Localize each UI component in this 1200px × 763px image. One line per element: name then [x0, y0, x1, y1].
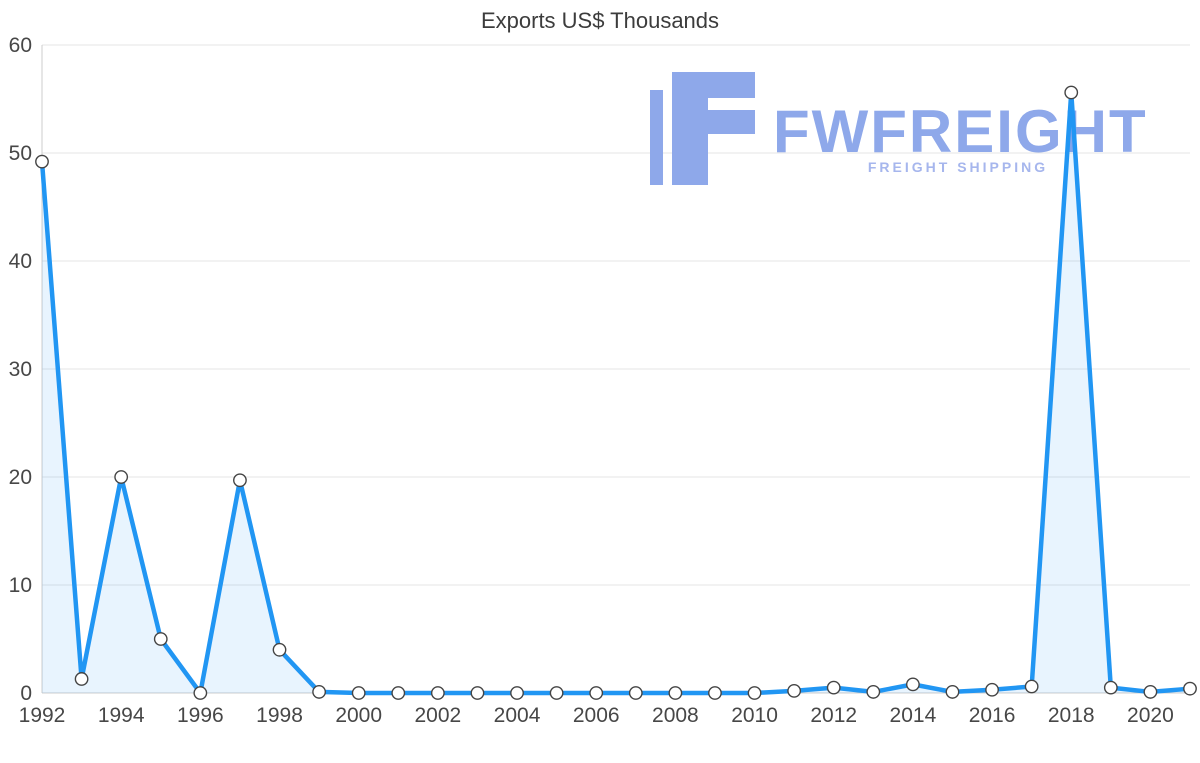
data-point-marker[interactable]	[866, 685, 881, 699]
data-point-marker[interactable]	[153, 632, 168, 646]
data-point-marker[interactable]	[985, 682, 999, 697]
x-tick-label: 2020	[1127, 704, 1174, 727]
x-tick-label: 1994	[98, 704, 145, 727]
y-tick-label: 0	[20, 682, 32, 705]
data-point-marker[interactable]	[74, 672, 89, 686]
chart-title: Exports US$ Thousands	[480, 8, 720, 33]
data-point-marker[interactable]	[549, 686, 564, 700]
data-point-marker[interactable]	[470, 686, 485, 700]
x-tick-label: 2010	[731, 704, 778, 727]
x-tick-label: 2016	[969, 704, 1016, 727]
series-layer	[35, 85, 1197, 700]
data-point-marker[interactable]	[589, 686, 604, 700]
axis-labels: 0 10 20 30 40 50 60 1992 1994 1996 1998 2000 2002 200…	[9, 34, 1174, 727]
x-tick-label: 2012	[810, 704, 857, 727]
x-tick-label: 2000	[335, 704, 382, 727]
x-tick-label: 2008	[652, 704, 699, 727]
data-point-marker[interactable]	[905, 677, 920, 692]
x-tick-label: 2018	[1048, 704, 1095, 727]
data-point-marker[interactable]	[945, 685, 960, 699]
data-point-marker[interactable]	[1064, 85, 1079, 100]
y-tick-label: 20	[9, 466, 32, 489]
x-tick-label: 2006	[573, 704, 620, 727]
data-point-marker[interactable]	[1024, 679, 1039, 694]
data-point-marker[interactable]	[114, 470, 129, 484]
brand-tagline: FREIGHT SHIPPING	[868, 159, 1048, 175]
data-point-marker[interactable]	[1143, 685, 1158, 699]
data-point-marker[interactable]	[826, 680, 841, 695]
data-point-marker[interactable]	[668, 686, 683, 700]
data-point-marker[interactable]	[708, 686, 722, 700]
brand-name: FWFREIGHT	[773, 98, 1148, 165]
y-tick-label: 50	[9, 142, 32, 165]
data-point-marker[interactable]	[312, 685, 327, 699]
x-tick-label: 1998	[256, 704, 303, 727]
y-tick-label: 60	[9, 34, 32, 57]
data-point-marker[interactable]	[787, 683, 802, 698]
x-tick-label: 2004	[494, 704, 541, 727]
data-point-marker[interactable]	[747, 686, 762, 700]
x-tick-label: 1996	[177, 704, 224, 727]
x-tick-label: 2002	[415, 704, 462, 727]
data-point-marker[interactable]	[430, 686, 445, 700]
brand-logo: FWFREIGHT FREIGHT SHIPPING	[650, 72, 1148, 185]
y-tick-label: 30	[9, 358, 32, 381]
y-tick-label: 40	[9, 250, 32, 273]
data-point-marker[interactable]	[1183, 681, 1197, 696]
data-point-marker[interactable]	[351, 686, 366, 700]
data-point-marker[interactable]	[35, 154, 49, 169]
data-point-marker[interactable]	[272, 642, 287, 657]
data-point-marker[interactable]	[628, 686, 643, 700]
data-point-marker[interactable]	[1103, 680, 1118, 695]
data-point-marker[interactable]	[510, 686, 524, 700]
data-point-marker[interactable]	[193, 686, 208, 700]
x-tick-label: 1992	[19, 704, 66, 727]
y-tick-label: 10	[9, 574, 32, 597]
data-point-marker[interactable]	[233, 473, 247, 488]
x-tick-label: 2014	[890, 704, 937, 727]
brand-logo-glyph	[650, 72, 755, 185]
data-point-marker[interactable]	[391, 686, 406, 700]
